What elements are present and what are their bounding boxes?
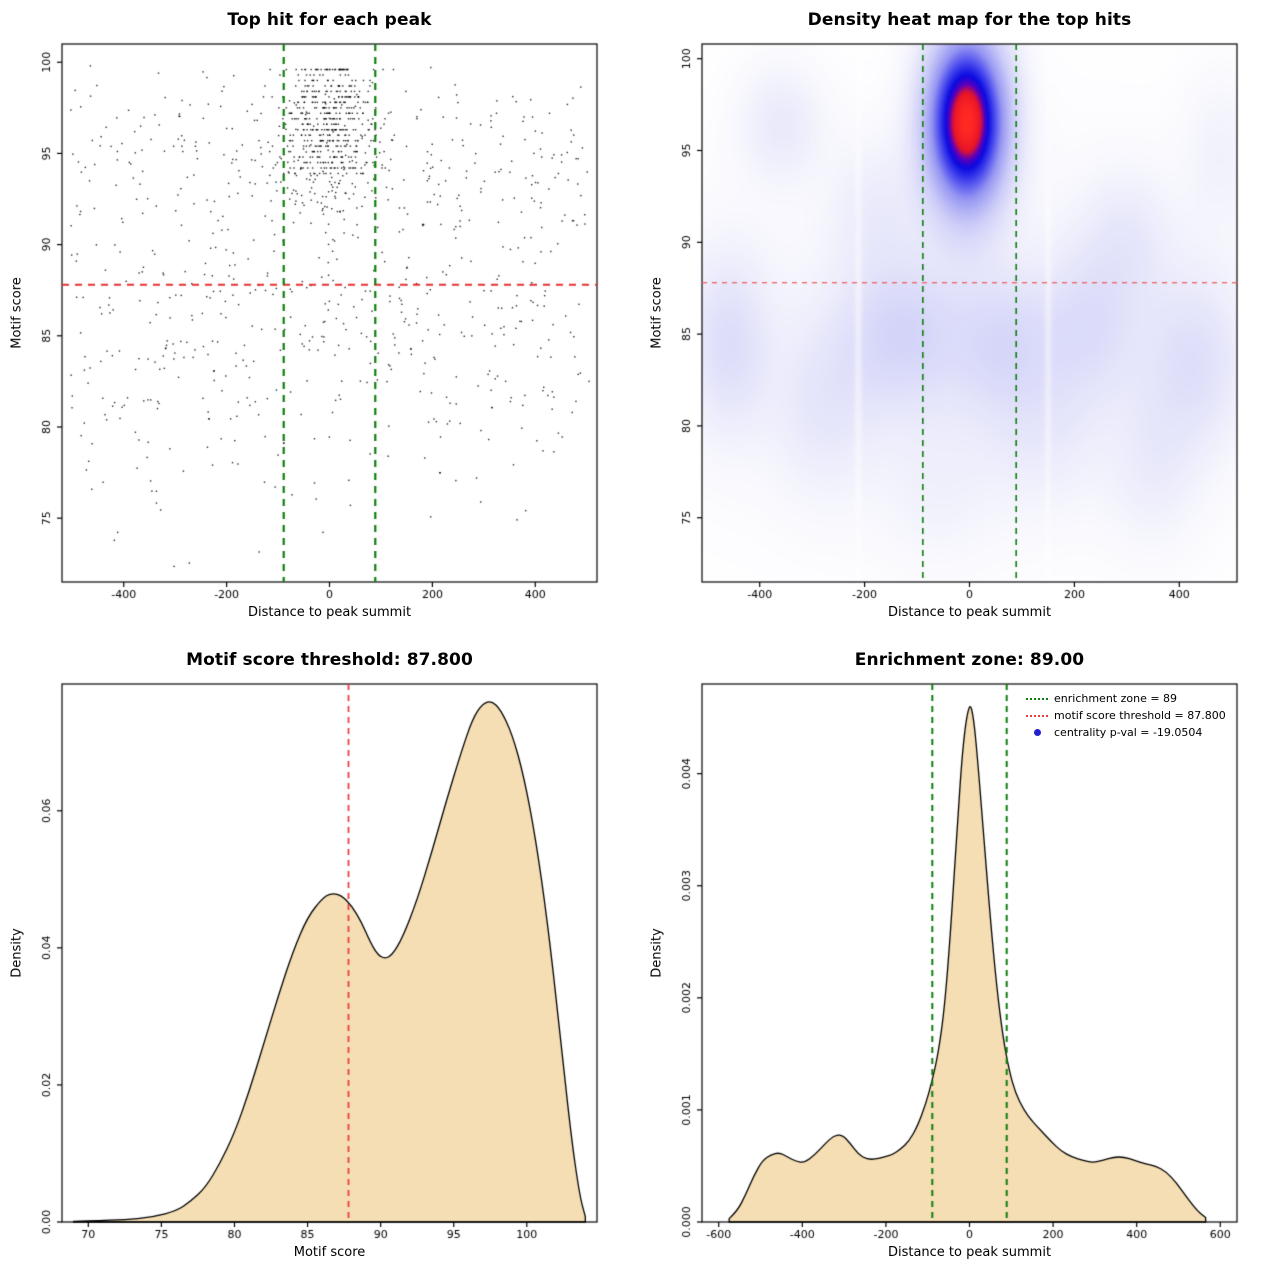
motif-density-xlabel: Motif score (293, 1245, 366, 1260)
green-dotted-line-icon (1026, 697, 1048, 700)
legend-label: enrichment zone = 89 (1054, 692, 1178, 705)
panel-motif-density: Motif score threshold: 87.800 Motif scor… (0, 640, 640, 1280)
red-dotted-line-icon (1026, 714, 1048, 717)
heatmap-title: Density heat map for the top hits (807, 10, 1132, 30)
panel-heatmap: Density heat map for the top hits Distan… (640, 0, 1280, 640)
panel-distance-density: Enrichment zone: 89.00 Distance to peak … (640, 640, 1280, 1280)
plot-legend: enrichment zone = 89 motif score thresho… (1026, 690, 1226, 741)
legend-label: motif score threshold = 87.800 (1054, 709, 1226, 722)
distance-density-title: Enrichment zone: 89.00 (854, 650, 1085, 670)
heatmap-ylabel: Motif score (649, 277, 665, 349)
distance-density-canvas (640, 640, 1280, 1280)
motif-density-ylabel: Density (9, 928, 25, 978)
scatter-plot-canvas (0, 0, 640, 640)
heatmap-canvas (640, 0, 1280, 640)
legend-item-motif-threshold: motif score threshold = 87.800 (1026, 707, 1226, 724)
heatmap-xlabel: Distance to peak summit (887, 605, 1052, 620)
legend-item-enrichment-zone: enrichment zone = 89 (1026, 690, 1226, 707)
panel-scatter: Top hit for each peak Distance to peak s… (0, 0, 640, 640)
blue-dot-icon (1034, 729, 1041, 736)
distance-density-ylabel: Density (649, 928, 665, 978)
motif-density-canvas (0, 640, 640, 1280)
legend-label: centrality p-val = -19.0504 (1054, 726, 1203, 739)
scatter-xlabel: Distance to peak summit (247, 605, 412, 620)
scatter-ylabel: Motif score (9, 277, 25, 349)
scatter-title: Top hit for each peak (227, 10, 432, 30)
distance-density-xlabel: Distance to peak summit (887, 1245, 1052, 1260)
legend-item-centrality-pval: centrality p-val = -19.0504 (1026, 724, 1226, 741)
motif-density-title: Motif score threshold: 87.800 (186, 650, 473, 670)
